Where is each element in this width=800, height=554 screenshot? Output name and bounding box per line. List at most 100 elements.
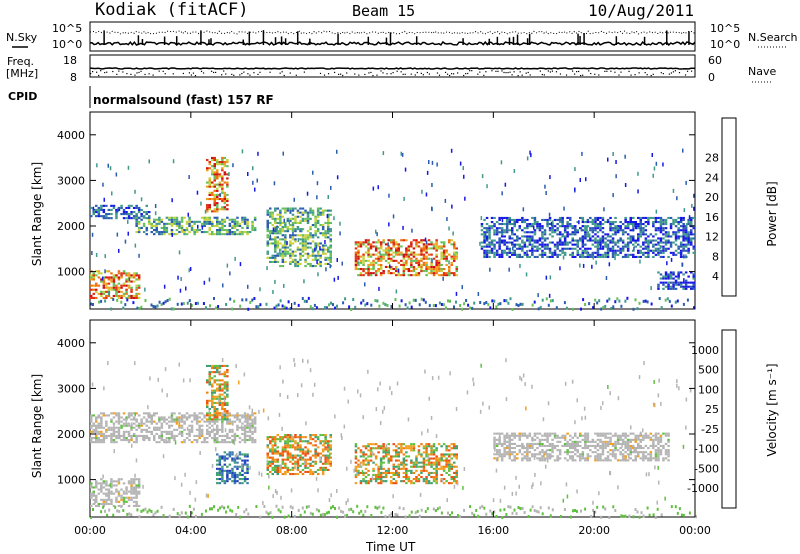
heatmap-cell [97, 441, 101, 444]
heatmap-cell [132, 274, 136, 277]
heatmap-cell [281, 215, 285, 218]
heatmap-cell [382, 241, 385, 244]
heatmap-cell [208, 418, 211, 421]
heatmap-cell [158, 218, 161, 221]
heatmap-cell [241, 467, 244, 470]
heatmap-cell [233, 473, 237, 476]
heatmap-cell [95, 296, 98, 299]
heatmap-cell [664, 273, 668, 276]
heatmap-cell [135, 284, 138, 287]
heatmap-cell [669, 271, 673, 274]
heatmap-cell [374, 253, 378, 256]
heatmap-cell [367, 268, 370, 271]
heatmap-cell [435, 459, 438, 462]
heatmap-cell [185, 226, 189, 229]
heatmap-cell [387, 242, 389, 247]
heatmap-cell [165, 216, 169, 219]
heatmap-cell [208, 222, 211, 225]
heatmap-cell [221, 229, 224, 232]
heatmap-cell [135, 437, 138, 440]
heatmap-cell [505, 436, 509, 439]
heatmap-cell [211, 191, 214, 194]
heatmap-cell [135, 274, 138, 277]
heatmap-cell [122, 437, 126, 440]
heatmap-cell [495, 227, 499, 230]
heatmap-cell [692, 251, 695, 254]
heatmap-cell [367, 463, 370, 466]
heatmap-cell [238, 222, 242, 225]
heatmap-cell [223, 395, 227, 398]
heatmap-cell [171, 198, 173, 203]
heatmap-cell [236, 426, 239, 429]
heatmap-cell [243, 461, 247, 464]
heatmap-cell [599, 227, 602, 230]
heatmap-cell [400, 445, 403, 448]
heatmap-cell [216, 169, 219, 172]
heatmap-cell [384, 449, 388, 452]
heatmap-cell [367, 455, 370, 458]
heatmap-cell [188, 434, 191, 437]
heatmap-cell [659, 249, 663, 252]
heatmap-cell [127, 206, 131, 209]
heatmap-cell [430, 457, 433, 460]
heatmap-cell [173, 420, 176, 423]
heatmap-cell [503, 449, 506, 452]
heatmap-cell [296, 454, 300, 457]
heatmap-cell [284, 446, 287, 449]
heatmap-cell [556, 227, 559, 230]
heatmap-cell [100, 422, 103, 425]
heatmap-cell [281, 226, 285, 229]
heatmap-cell [599, 229, 602, 232]
heatmap-cell [319, 452, 322, 455]
heatmap-cell [173, 412, 176, 415]
heatmap-cell [594, 221, 597, 224]
heatmap-cell [238, 457, 242, 460]
heatmap-cell [223, 387, 227, 390]
heatmap-cell [153, 437, 156, 440]
heatmap-cell [354, 451, 358, 454]
heatmap-cell [594, 245, 597, 248]
heatmap-cell [213, 173, 216, 176]
heatmap-cell [533, 241, 537, 244]
heatmap-cell [453, 476, 456, 479]
heatmap-cell [367, 259, 370, 262]
heatmap-cell [105, 424, 108, 427]
heatmap-cell [137, 414, 141, 417]
heatmap-cell [440, 245, 443, 248]
heatmap-cell [519, 302, 522, 306]
nave-point [471, 70, 473, 72]
heatmap-cell [566, 227, 569, 230]
heatmap-cell [142, 437, 146, 440]
heatmap-cell [432, 268, 436, 271]
heatmap-cell [599, 239, 602, 242]
heatmap-cell [172, 159, 175, 164]
heatmap-cell [522, 207, 525, 212]
heatmap-cell [213, 371, 216, 374]
heatmap-cell [324, 456, 327, 459]
heatmap-cell [523, 231, 527, 234]
heatmap-cell [226, 371, 229, 374]
heatmap-cell [253, 226, 257, 229]
heatmap-cell [316, 195, 318, 200]
heatmap-cell [432, 480, 436, 483]
heatmap-cell [504, 182, 507, 187]
heatmap-cell [226, 381, 229, 384]
heatmap-cell [211, 224, 214, 227]
heatmap-cell [601, 241, 605, 244]
heatmap-cell [105, 494, 108, 497]
heatmap-cell [565, 306, 568, 310]
heatmap-cell [679, 245, 683, 248]
heatmap-cell [448, 268, 451, 271]
heatmap-cell [135, 486, 138, 489]
heatmap-cell [526, 255, 529, 258]
heatmap-cell [110, 441, 113, 444]
heatmap-cell [324, 436, 327, 439]
heatmap-cell [188, 424, 191, 427]
heatmap-cell [324, 460, 327, 463]
y-tick-label: 3000 [57, 174, 85, 187]
heatmap-cell [669, 273, 673, 276]
heatmap-cell [377, 239, 380, 242]
heatmap-cell [274, 248, 277, 251]
heatmap-cell [110, 432, 113, 435]
heatmap-cell [284, 250, 287, 253]
